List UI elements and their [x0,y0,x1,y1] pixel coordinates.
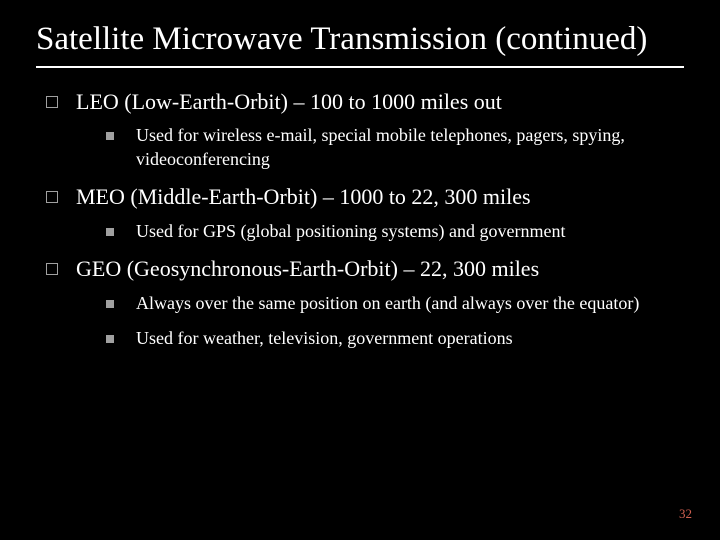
list-subitem-text: Used for weather, television, government… [136,327,684,350]
filled-square-icon [106,228,114,236]
list-subitem: Used for wireless e-mail, special mobile… [106,124,684,171]
slide: Satellite Microwave Transmission (contin… [0,0,720,350]
slide-title: Satellite Microwave Transmission (contin… [36,20,684,68]
list-item-text: GEO (Geosynchronous-Earth-Orbit) – 22, 3… [76,255,684,284]
filled-square-icon [106,300,114,308]
list-item: LEO (Low-Earth-Orbit) – 100 to 1000 mile… [46,88,684,117]
list-subitem: Always over the same position on earth (… [106,292,684,315]
hollow-square-icon [46,191,58,203]
hollow-square-icon [46,263,58,275]
list-item-text: LEO (Low-Earth-Orbit) – 100 to 1000 mile… [76,88,684,117]
list-item: GEO (Geosynchronous-Earth-Orbit) – 22, 3… [46,255,684,284]
list-subitem-text: Used for wireless e-mail, special mobile… [136,124,684,171]
filled-square-icon [106,132,114,140]
list-subitem-text: Always over the same position on earth (… [136,292,684,315]
hollow-square-icon [46,96,58,108]
list-item-text: MEO (Middle-Earth-Orbit) – 1000 to 22, 3… [76,183,684,212]
list-subitem-text: Used for GPS (global positioning systems… [136,220,684,243]
list-subitem: Used for GPS (global positioning systems… [106,220,684,243]
list-subitem: Used for weather, television, government… [106,327,684,350]
filled-square-icon [106,335,114,343]
list-item: MEO (Middle-Earth-Orbit) – 1000 to 22, 3… [46,183,684,212]
slide-number: 32 [679,506,692,522]
